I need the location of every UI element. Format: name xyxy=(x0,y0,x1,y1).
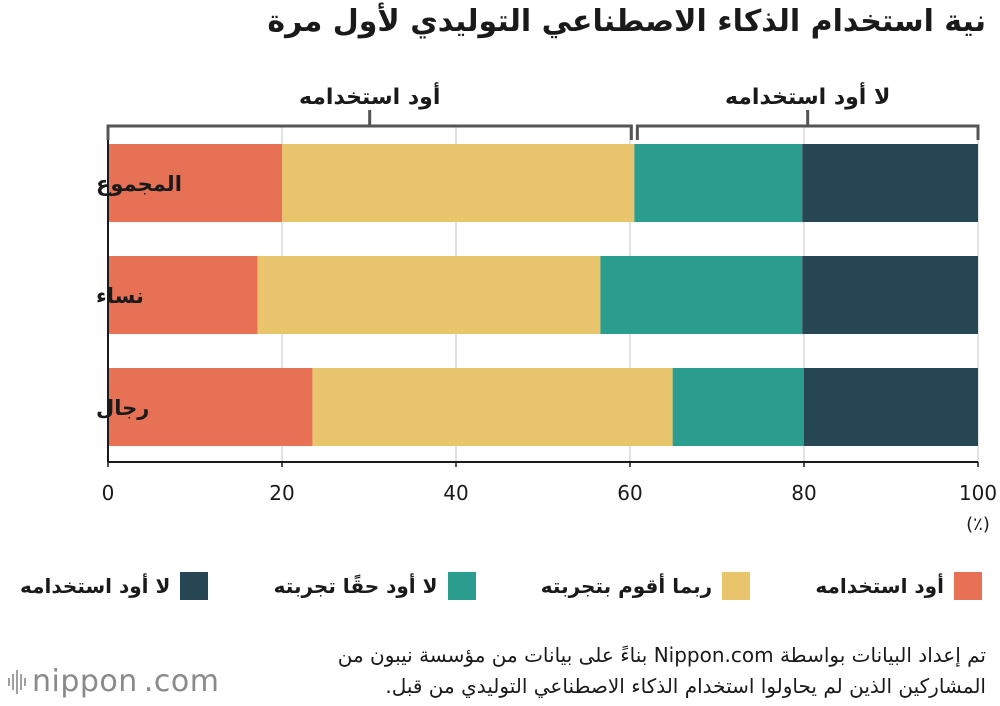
x-tick-label: 60 xyxy=(617,481,642,505)
source-note: تم إعداد البيانات بواسطة Nippon.com بناء… xyxy=(337,643,986,698)
bar-segment xyxy=(634,144,803,222)
legend-item: لا أود استخدامه xyxy=(20,572,209,600)
category-label: نساء xyxy=(96,284,144,308)
x-tick-label: 100 xyxy=(959,481,997,505)
logo-suffix: .com xyxy=(143,664,220,699)
bar-segment xyxy=(802,256,978,334)
bar-segment xyxy=(108,144,282,222)
bar-segment xyxy=(672,368,804,446)
x-tick-label: 80 xyxy=(791,481,816,505)
legend-item: ربما أقوم بتجربته xyxy=(540,572,751,600)
logo-text: nippon xyxy=(32,664,138,699)
bracket-label: لا أود استخدامه xyxy=(725,81,890,110)
category-label: رجال xyxy=(96,396,149,420)
legend-label: ربما أقوم بتجربته xyxy=(540,574,713,598)
x-tick-label: 20 xyxy=(269,481,294,505)
legend-item: لا أود حقًا تجربته xyxy=(274,572,476,600)
legend-label: لا أود استخدامه xyxy=(20,574,171,598)
legend-swatch xyxy=(447,572,476,600)
chart-title: نية استخدام الذكاء الاصطناعي التوليدي لأ… xyxy=(267,4,986,39)
legend-label: لا أود حقًا تجربته xyxy=(273,574,438,598)
chart-legend: أود استخدامه ربما أقوم بتجربته لا أود حق… xyxy=(20,568,982,604)
sound-bars-icon xyxy=(8,667,26,697)
bar-segment xyxy=(804,368,978,446)
bracket xyxy=(106,124,633,140)
legend-swatch xyxy=(953,572,982,600)
bracket-label: أود استخدامه xyxy=(299,81,440,110)
nippon-logo: nippon .com xyxy=(8,664,219,699)
x-tick-label: 40 xyxy=(443,481,468,505)
bar-segment xyxy=(108,368,313,446)
bar-segment xyxy=(600,256,803,334)
category-label: المجموع xyxy=(96,172,182,196)
legend-label: أود استخدامه xyxy=(815,574,944,598)
stacked-bar-chart: المجموع نساء رجال 0 20 40 60 80 100 (٪) أود استخدا… xyxy=(96,81,997,535)
legend-swatch xyxy=(180,572,209,600)
bar-segment xyxy=(802,144,978,222)
bar-segment xyxy=(282,144,635,222)
bar-segment xyxy=(257,256,601,334)
legend-item: أود استخدامه xyxy=(815,572,982,600)
bracket xyxy=(635,124,980,140)
bar-segment xyxy=(108,256,258,334)
legend-swatch xyxy=(722,572,751,600)
bar-segment xyxy=(312,368,673,446)
x-tick-label: 0 xyxy=(102,481,115,505)
x-axis-unit: (٪) xyxy=(966,514,990,535)
